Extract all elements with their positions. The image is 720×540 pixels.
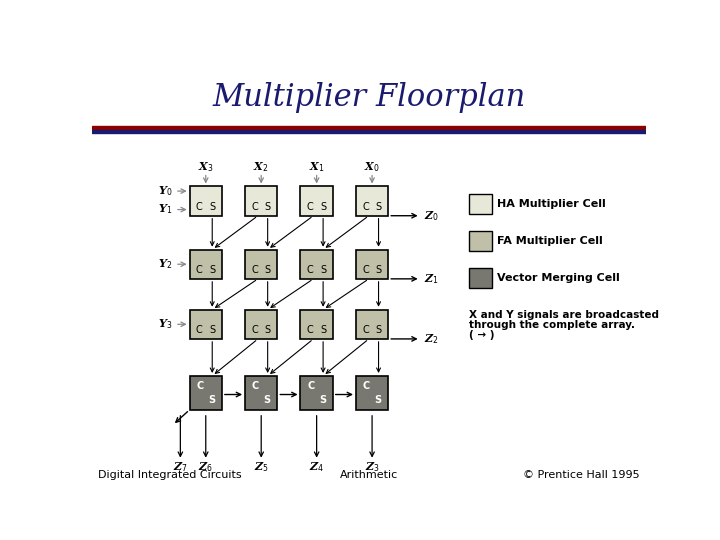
Text: X$_1$: X$_1$ xyxy=(309,160,325,174)
Text: S: S xyxy=(376,265,382,275)
Bar xyxy=(189,309,222,339)
Text: S: S xyxy=(265,325,271,335)
Bar xyxy=(189,186,222,215)
Text: S: S xyxy=(265,202,271,212)
Text: S: S xyxy=(264,395,271,404)
Text: S: S xyxy=(374,395,382,404)
Text: S: S xyxy=(208,395,215,404)
Text: Multiplier Floorplan: Multiplier Floorplan xyxy=(212,82,526,113)
Text: C: C xyxy=(307,325,313,335)
Text: C: C xyxy=(251,202,258,212)
Text: C: C xyxy=(307,265,313,275)
Text: © Prentice Hall 1995: © Prentice Hall 1995 xyxy=(523,470,640,480)
Bar xyxy=(245,376,277,410)
Text: Digital Integrated Circuits: Digital Integrated Circuits xyxy=(98,470,242,480)
Bar xyxy=(300,249,333,279)
Bar xyxy=(245,249,277,279)
Text: S: S xyxy=(210,325,215,335)
Text: X$_3$: X$_3$ xyxy=(198,160,214,174)
Text: Y$_3$: Y$_3$ xyxy=(158,318,173,331)
Text: S: S xyxy=(265,265,271,275)
Bar xyxy=(356,186,388,215)
Text: X and Y signals are broadcasted: X and Y signals are broadcasted xyxy=(469,310,659,320)
Text: S: S xyxy=(210,265,215,275)
Text: S: S xyxy=(320,265,326,275)
Bar xyxy=(189,376,222,410)
Bar xyxy=(245,309,277,339)
Text: Z$_6$: Z$_6$ xyxy=(198,460,213,474)
Text: C: C xyxy=(252,381,259,391)
Text: C: C xyxy=(307,381,315,391)
Text: HA Multiplier Cell: HA Multiplier Cell xyxy=(497,199,606,209)
Text: Z$_2$: Z$_2$ xyxy=(423,332,438,346)
Text: C: C xyxy=(251,325,258,335)
Text: C: C xyxy=(251,265,258,275)
Text: Z$_0$: Z$_0$ xyxy=(423,209,438,222)
Text: Z$_7$: Z$_7$ xyxy=(173,460,188,474)
Text: C: C xyxy=(362,202,369,212)
Text: through the complete array.: through the complete array. xyxy=(469,320,635,330)
Bar xyxy=(469,194,492,214)
Text: Y$_2$: Y$_2$ xyxy=(158,258,173,271)
Bar xyxy=(245,186,277,215)
Text: C: C xyxy=(307,202,313,212)
Bar xyxy=(469,231,492,251)
Bar xyxy=(469,268,492,288)
Text: Y$_1$: Y$_1$ xyxy=(158,202,173,217)
Bar xyxy=(92,130,647,133)
Bar xyxy=(92,126,647,130)
Text: Z$_4$: Z$_4$ xyxy=(309,460,324,474)
Text: Z$_1$: Z$_1$ xyxy=(423,272,438,286)
Text: Y$_0$: Y$_0$ xyxy=(158,184,173,198)
Text: C: C xyxy=(362,325,369,335)
Text: Arithmetic: Arithmetic xyxy=(340,470,398,480)
Text: FA Multiplier Cell: FA Multiplier Cell xyxy=(497,236,603,246)
Text: S: S xyxy=(210,202,215,212)
Text: C: C xyxy=(196,202,202,212)
Text: X$_2$: X$_2$ xyxy=(253,160,269,174)
Text: S: S xyxy=(319,395,326,404)
Text: Vector Merging Cell: Vector Merging Cell xyxy=(497,273,620,283)
Bar xyxy=(356,376,388,410)
Text: C: C xyxy=(362,265,369,275)
Text: C: C xyxy=(363,381,370,391)
Text: C: C xyxy=(196,265,202,275)
Text: S: S xyxy=(376,202,382,212)
Bar xyxy=(300,376,333,410)
Bar xyxy=(356,249,388,279)
Bar xyxy=(300,309,333,339)
Text: ( → ): ( → ) xyxy=(469,330,495,340)
Text: C: C xyxy=(197,381,204,391)
Text: S: S xyxy=(376,325,382,335)
Text: Z$_5$: Z$_5$ xyxy=(253,460,269,474)
Text: X$_0$: X$_0$ xyxy=(364,160,380,174)
Bar xyxy=(189,249,222,279)
Bar xyxy=(300,186,333,215)
Bar xyxy=(356,309,388,339)
Text: S: S xyxy=(320,325,326,335)
Text: C: C xyxy=(196,325,202,335)
Text: Z$_3$: Z$_3$ xyxy=(364,460,379,474)
Text: S: S xyxy=(320,202,326,212)
